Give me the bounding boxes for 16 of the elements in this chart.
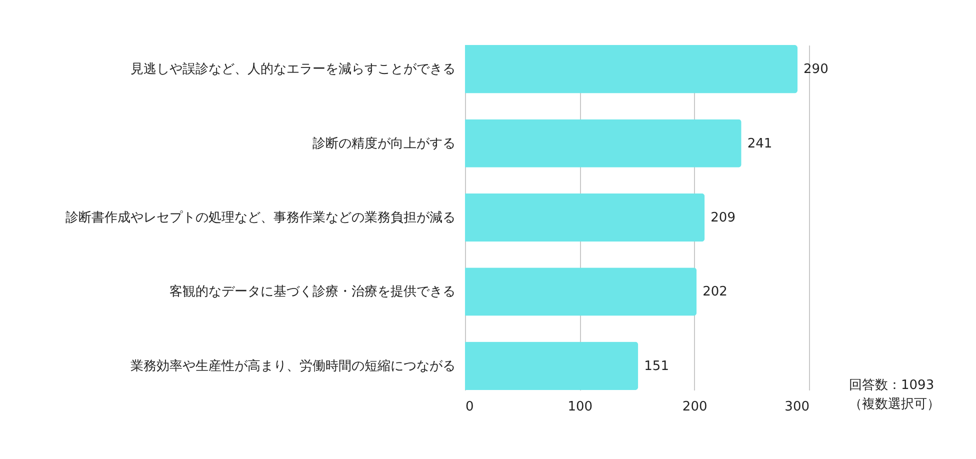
- x-tick-label: 200: [682, 400, 708, 414]
- data-label: 202: [702, 284, 728, 300]
- y-tick-label: 見逃しや誤診など、人的なエラーを減らすことができる: [130, 62, 456, 78]
- text: 回答数：1093: [849, 378, 934, 393]
- x-tick-label: 100: [568, 400, 593, 414]
- y-tick-label: 業務効率や生産性が高まり、労働時間の短縮につながる: [130, 358, 456, 374]
- y-tick-label: 客観的なデータに基づく診療・治療を提供できる: [170, 284, 456, 300]
- text: （複数選択可）: [849, 397, 940, 412]
- data-label: 151: [644, 358, 669, 374]
- data-label: 209: [710, 210, 736, 226]
- y-tick-label: 診断の精度が向上がする: [312, 135, 456, 152]
- data-label: 241: [747, 136, 772, 152]
- x-tick-label: 300: [784, 400, 810, 414]
- data-label: 290: [804, 62, 828, 78]
- y-tick-label: 診断書作成やレセプトの処理など、事務作業などの業務負担が減る: [66, 210, 456, 226]
- x-tick-label: 0: [466, 400, 474, 414]
